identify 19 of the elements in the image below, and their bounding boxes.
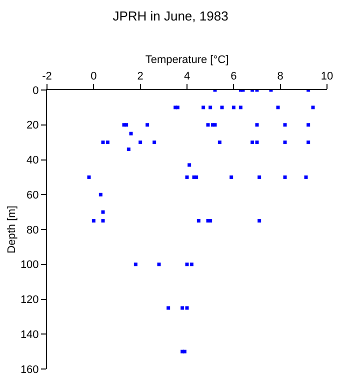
x-tick-label: 4 [184, 70, 190, 83]
y-tick-label: 40 [26, 154, 39, 167]
x-tick-label: 0 [90, 70, 97, 83]
y-tick-label: 0 [32, 84, 39, 97]
x-tick-label: 8 [277, 70, 284, 83]
y-tick-label: 20 [26, 120, 39, 132]
x-axis-title: Temperature [°C] [145, 54, 229, 66]
x-tick-label: 10 [320, 70, 334, 83]
x-tick-label: 6 [230, 70, 237, 83]
x-tick-label: -2 [42, 70, 52, 83]
y-tick-label: 120 [20, 294, 39, 306]
y-tick-label: 60 [26, 189, 39, 202]
y-tick-label: 140 [20, 328, 39, 341]
y-tick-label: 100 [20, 259, 39, 272]
y-tick-label: 80 [26, 224, 39, 236]
y-axis-title: Depth [m] [6, 206, 18, 254]
y-tick-label: 160 [20, 364, 39, 376]
x-tick-label: 2 [137, 70, 144, 83]
chart-title: JPRH in June, 1983 [112, 8, 228, 24]
